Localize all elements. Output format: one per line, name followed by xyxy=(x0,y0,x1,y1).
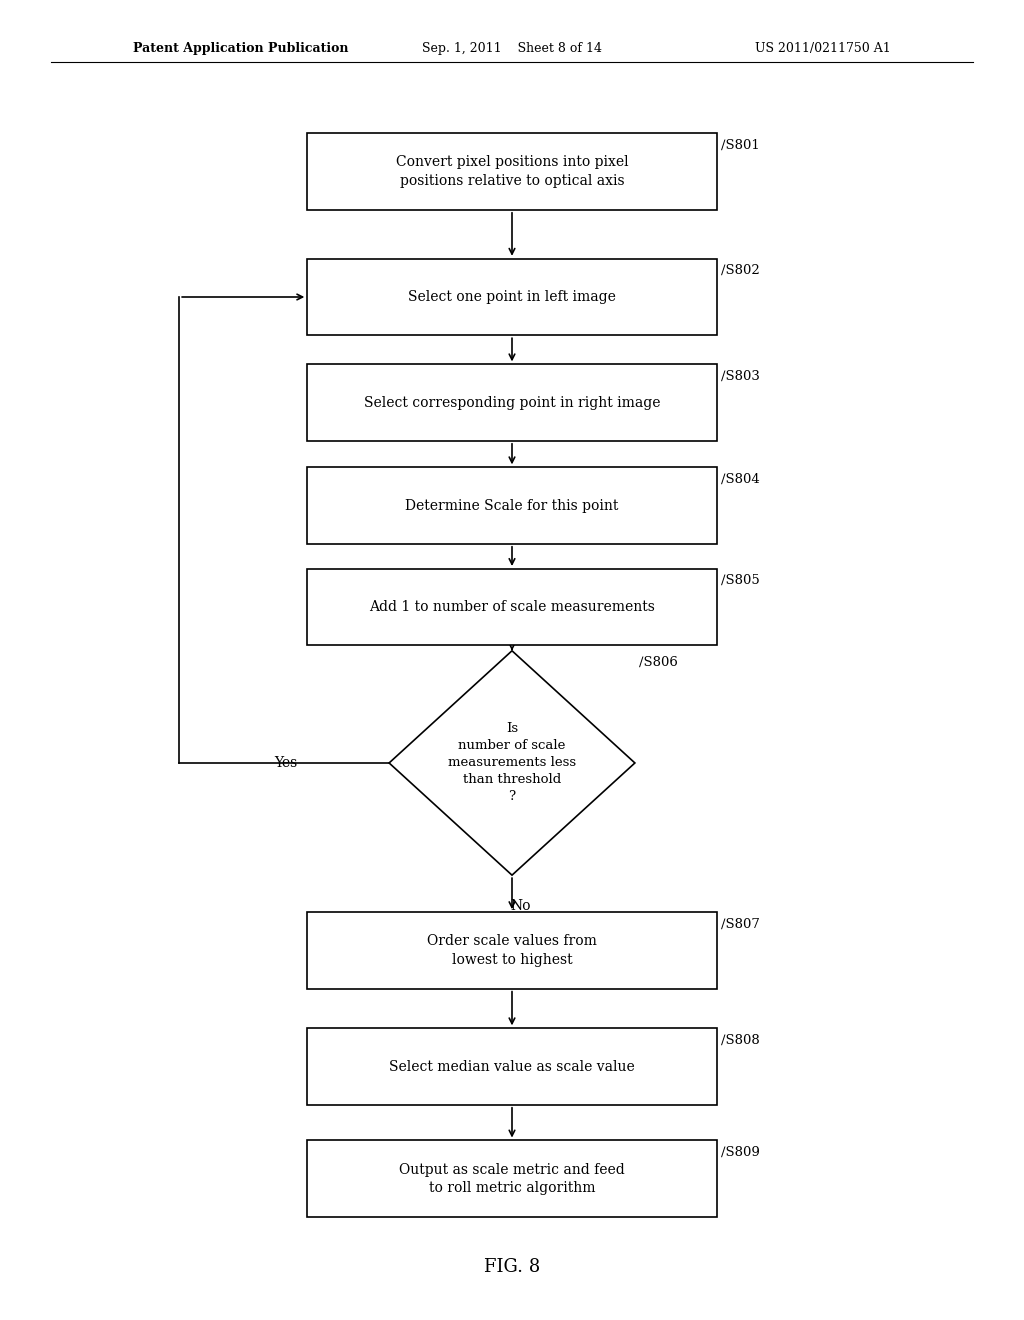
FancyBboxPatch shape xyxy=(307,1140,717,1217)
FancyBboxPatch shape xyxy=(307,133,717,210)
Text: Is
number of scale
measurements less
than threshold
?: Is number of scale measurements less tha… xyxy=(447,722,577,804)
Text: Determine Scale for this point: Determine Scale for this point xyxy=(406,499,618,512)
Text: Select corresponding point in right image: Select corresponding point in right imag… xyxy=(364,396,660,409)
Text: ∕S806: ∕S806 xyxy=(639,656,678,669)
Text: Order scale values from
lowest to highest: Order scale values from lowest to highes… xyxy=(427,935,597,966)
Text: Select median value as scale value: Select median value as scale value xyxy=(389,1060,635,1073)
Text: ∕S804: ∕S804 xyxy=(721,473,760,486)
FancyBboxPatch shape xyxy=(307,912,717,989)
Text: Add 1 to number of scale measurements: Add 1 to number of scale measurements xyxy=(369,601,655,614)
Text: Yes: Yes xyxy=(273,756,297,770)
FancyBboxPatch shape xyxy=(307,467,717,544)
Text: ∕S808: ∕S808 xyxy=(721,1034,760,1047)
FancyBboxPatch shape xyxy=(307,1028,717,1105)
FancyBboxPatch shape xyxy=(307,259,717,335)
Text: Patent Application Publication: Patent Application Publication xyxy=(133,42,348,55)
Text: No: No xyxy=(510,899,530,913)
Text: Convert pixel positions into pixel
positions relative to optical axis: Convert pixel positions into pixel posit… xyxy=(395,156,629,187)
Text: Output as scale metric and feed
to roll metric algorithm: Output as scale metric and feed to roll … xyxy=(399,1163,625,1195)
Text: US 2011/0211750 A1: US 2011/0211750 A1 xyxy=(755,42,891,55)
Text: FIG. 8: FIG. 8 xyxy=(484,1258,540,1276)
Text: ∕S807: ∕S807 xyxy=(721,917,760,931)
Text: ∕S802: ∕S802 xyxy=(721,264,760,277)
Polygon shape xyxy=(389,651,635,875)
FancyBboxPatch shape xyxy=(307,364,717,441)
Text: Sep. 1, 2011    Sheet 8 of 14: Sep. 1, 2011 Sheet 8 of 14 xyxy=(422,42,602,55)
Text: Select one point in left image: Select one point in left image xyxy=(408,290,616,304)
Text: ∕S801: ∕S801 xyxy=(721,139,760,152)
Text: ∕S803: ∕S803 xyxy=(721,370,760,383)
Text: ∕S805: ∕S805 xyxy=(721,574,760,587)
FancyBboxPatch shape xyxy=(307,569,717,645)
Text: ∕S809: ∕S809 xyxy=(721,1146,760,1159)
